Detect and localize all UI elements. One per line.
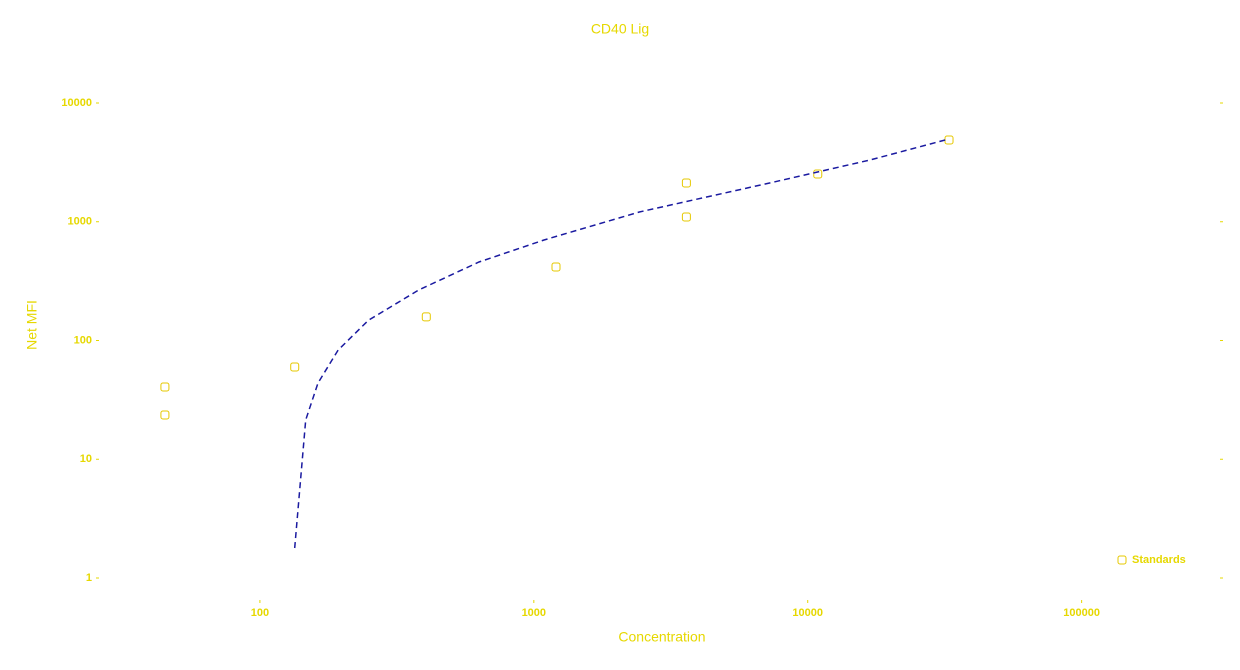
data-point (551, 262, 561, 272)
x-axis-label: Concentration (618, 629, 705, 645)
y-tick-label: 10 (80, 453, 92, 465)
legend-marker (1117, 555, 1127, 565)
data-point (160, 410, 170, 420)
fit-curve (293, 139, 946, 549)
x-tick-label: 10000 (792, 607, 823, 619)
data-point (290, 362, 300, 372)
y-tick-label: 1000 (68, 216, 92, 228)
data-point (421, 312, 431, 322)
data-point (681, 212, 691, 222)
data-point (160, 382, 170, 392)
y-tick-label: 100 (74, 334, 92, 346)
x-tick-label: 100 (251, 607, 269, 619)
data-point (813, 169, 823, 179)
y-axis-label: Net MFI (24, 300, 40, 350)
y-tick-label: 10000 (61, 97, 92, 109)
legend-label: Standards (1132, 554, 1186, 566)
x-tick-label: 1000 (522, 607, 546, 619)
y-tick-label: 1 (86, 572, 92, 584)
x-tick-label: 100000 (1063, 607, 1100, 619)
data-point (681, 178, 691, 188)
chart-title: CD40 Lig (591, 21, 649, 37)
